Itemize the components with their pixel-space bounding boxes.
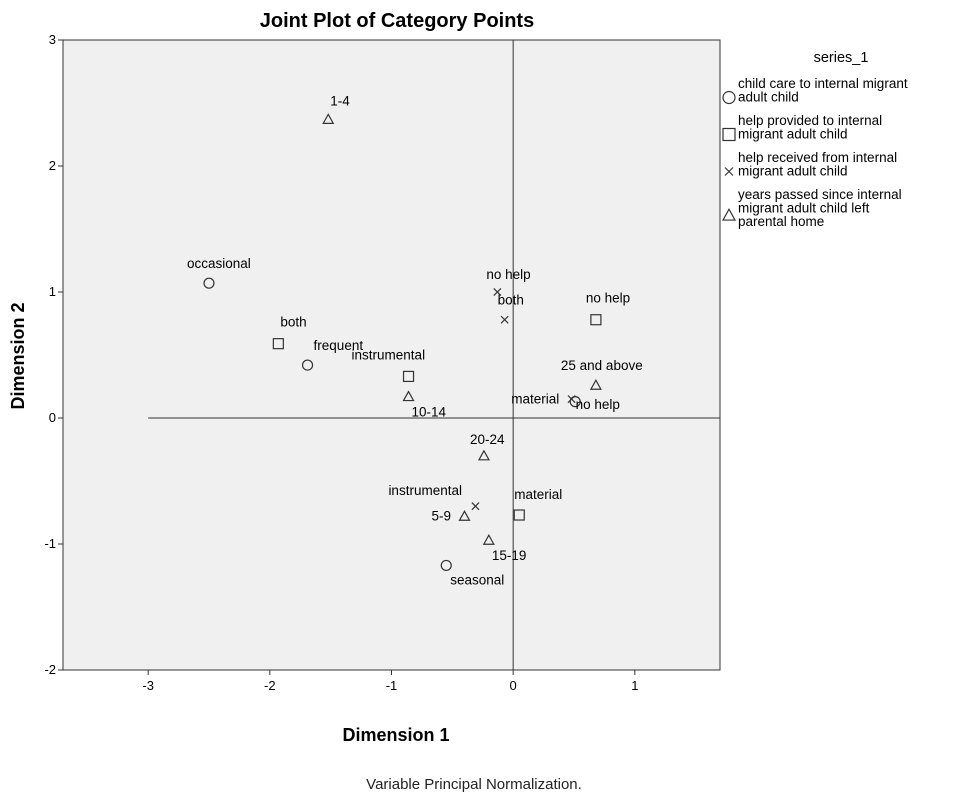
footnote: Variable Principal Normalization. [366, 776, 582, 793]
x-tick-label: -1 [386, 678, 398, 693]
point-label: seasonal [450, 572, 504, 587]
point-label: 25 and above [561, 358, 643, 373]
point-label: 1-4 [330, 93, 350, 108]
legend-label: migrant adult child left [738, 201, 870, 216]
legend-title: series_1 [814, 50, 869, 66]
legend-label: adult child [738, 90, 799, 105]
point-label: occasional [187, 256, 251, 271]
data-points [203, 113, 602, 572]
circle-marker [301, 359, 314, 371]
legend-label: migrant adult child [738, 127, 848, 142]
circle-marker [722, 90, 736, 105]
legend-label: years passed since internal [738, 187, 902, 202]
y-tick-label: 3 [49, 32, 56, 47]
square-marker [513, 509, 525, 521]
x-tick-label: -3 [142, 678, 154, 693]
cross-marker [500, 315, 509, 324]
plot-area [62, 39, 721, 671]
reference-lines [148, 40, 720, 670]
legend-label: parental home [738, 214, 824, 229]
x-tick-label: -2 [264, 678, 276, 693]
point-label: no help [586, 291, 630, 306]
legend-label: help provided to internal [738, 113, 882, 128]
point-label: material [514, 487, 562, 502]
square-marker [272, 338, 284, 350]
square-marker [722, 127, 736, 142]
circle-marker [569, 396, 581, 408]
y-tick-label: -2 [44, 662, 56, 677]
y-tick-label: -1 [44, 536, 56, 551]
point-label: 15-19 [492, 548, 527, 563]
x-axis-title: Dimension 1 [342, 725, 449, 745]
chart-title: Joint Plot of Category Points [260, 10, 534, 32]
y-tick-label: 1 [49, 284, 56, 299]
point-label: 5-9 [432, 508, 452, 523]
triangle-marker [589, 379, 602, 390]
point-label: instrumental [352, 347, 426, 362]
point-label: material [511, 392, 559, 407]
cross-marker [724, 167, 734, 176]
legend-label: migrant adult child [738, 164, 848, 179]
circle-marker [440, 559, 452, 572]
point-labels: occasional frequent seasonal material both in… [187, 93, 643, 587]
point-label: 10-14 [412, 405, 447, 420]
legend-label: child care to internal migrant [738, 76, 908, 91]
triangle-marker [477, 449, 490, 461]
triangle-marker [721, 208, 737, 221]
y-axis: -2 -1 0 1 2 3 [44, 32, 63, 677]
point-label: no help [576, 397, 620, 412]
point-label: no help [486, 267, 530, 282]
cross-marker [493, 287, 502, 297]
legend-label: help received from internal [738, 150, 897, 165]
point-label: both [280, 315, 306, 330]
point-label: both [498, 293, 524, 308]
y-tick-label: 0 [49, 410, 56, 425]
cross-marker [567, 395, 576, 404]
triangle-marker [402, 390, 415, 402]
x-tick-label: 1 [631, 678, 638, 693]
square-marker [402, 370, 415, 383]
point-label: instrumental [388, 483, 462, 498]
triangle-marker [482, 533, 495, 545]
x-tick-label: 0 [510, 678, 517, 693]
circle-marker [203, 277, 215, 289]
point-label: frequent [314, 338, 364, 353]
x-axis: -3 -2 -1 0 1 [142, 670, 638, 693]
legend: series_1 child care to internal migranta… [721, 50, 908, 229]
y-tick-label: 2 [49, 158, 56, 173]
triangle-marker [322, 113, 335, 124]
square-marker [590, 314, 602, 326]
point-label: 20-24 [470, 432, 505, 447]
cross-marker [471, 502, 480, 511]
y-axis-title: Dimension 2 [8, 302, 28, 409]
triangle-marker [458, 510, 471, 521]
